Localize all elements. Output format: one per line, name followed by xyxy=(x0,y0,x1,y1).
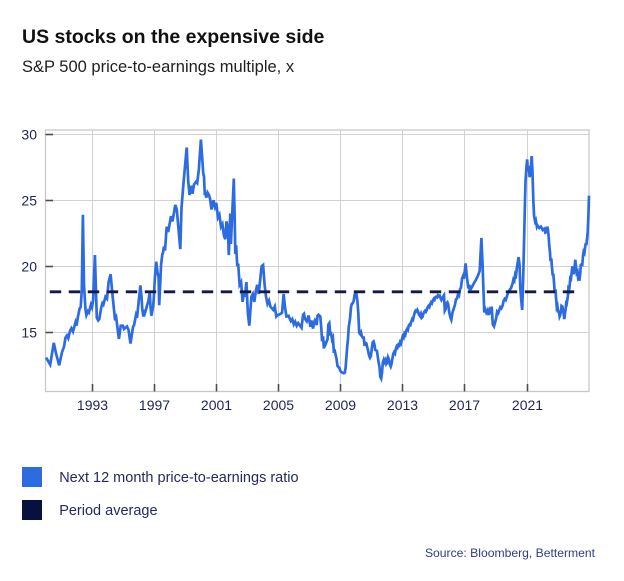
svg-text:1993: 1993 xyxy=(77,397,108,413)
svg-text:2017: 2017 xyxy=(449,397,480,413)
svg-text:1997: 1997 xyxy=(139,397,170,413)
svg-text:15: 15 xyxy=(21,325,37,341)
svg-text:2021: 2021 xyxy=(512,397,543,413)
svg-text:2009: 2009 xyxy=(325,397,356,413)
svg-text:2013: 2013 xyxy=(387,397,418,413)
svg-text:20: 20 xyxy=(21,259,37,275)
svg-text:2001: 2001 xyxy=(201,397,232,413)
svg-text:2005: 2005 xyxy=(263,397,294,413)
svg-text:30: 30 xyxy=(21,127,37,143)
svg-text:25: 25 xyxy=(21,193,37,209)
